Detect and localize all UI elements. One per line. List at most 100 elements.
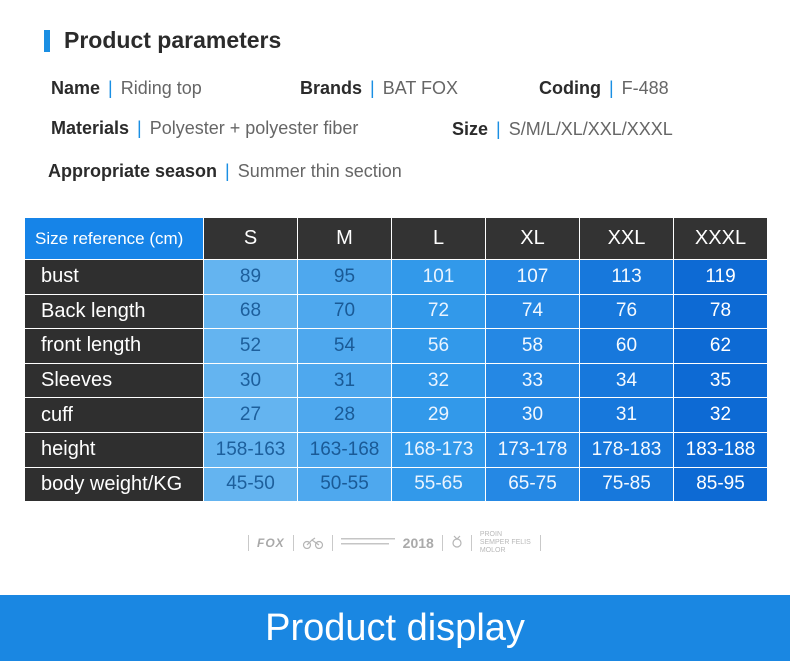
table-cell: 56	[392, 329, 486, 364]
separator: |	[225, 161, 230, 181]
table-cell: 168-173	[392, 432, 486, 468]
table-cell: 107	[486, 260, 580, 295]
divider	[441, 535, 443, 551]
table-cell: 85-95	[674, 467, 768, 503]
table-cell: 27	[204, 398, 298, 433]
table-row: front length 52 54 56 58 60 62	[25, 329, 768, 364]
table-cell: 62	[674, 329, 768, 364]
table-cell: 32	[392, 363, 486, 399]
table-cell: 60	[580, 329, 674, 364]
table-cell: 54	[298, 329, 392, 364]
divider	[539, 535, 541, 551]
param-brands-label: Brands	[300, 78, 363, 98]
table-row: Sleeves 30 31 32 33 34 35	[25, 363, 768, 399]
table-cell: 113	[580, 260, 674, 295]
param-coding: Coding | F-488	[539, 78, 669, 99]
row-label: height	[25, 432, 204, 468]
param-materials-value: Polyester + polyester fiber	[149, 118, 359, 138]
table-cell: 30	[486, 398, 580, 433]
table-cell: 163-168	[298, 432, 392, 468]
param-brands-value: BAT FOX	[382, 78, 459, 98]
table-cell: 30	[204, 363, 298, 399]
brand-small-text: PROIN SEMPER FELIS MOLOR	[479, 531, 531, 554]
table-row: bust 89 95 101 107 113 119	[25, 260, 768, 295]
param-name-label: Name	[51, 78, 101, 98]
brand-logo: FOX	[257, 536, 285, 550]
table-cell: 58	[486, 329, 580, 364]
product-display-banner: Product display	[0, 595, 790, 661]
row-label: body weight/KG	[25, 467, 204, 503]
cyclist-icon	[302, 535, 324, 551]
row-label: Sleeves	[25, 363, 204, 399]
table-cell: 31	[580, 398, 674, 433]
table-cell: 29	[392, 398, 486, 433]
table-cell: 89	[204, 260, 298, 295]
brand-strip: FOX 2018 PROIN SEMPER FELIS MOLOR	[240, 531, 549, 554]
param-season-label: Appropriate season	[48, 161, 218, 181]
table-cell: 95	[298, 260, 392, 295]
table-cell: 45-50	[204, 467, 298, 503]
separator: |	[608, 78, 614, 98]
medal-icon	[451, 535, 463, 551]
divider	[331, 535, 333, 551]
size-header: L	[392, 218, 486, 260]
brand-year: 2018	[402, 535, 434, 551]
table-cell: 35	[674, 363, 768, 399]
table-row: height 158-163 163-168 168-173 173-178 1…	[25, 432, 768, 468]
table-cell: 183-188	[674, 432, 768, 468]
table-corner-label: Size reference (cm)	[25, 218, 204, 260]
param-coding-value: F-488	[621, 78, 669, 98]
table-cell: 52	[204, 329, 298, 364]
table-row: Back length 68 70 72 74 76 78	[25, 294, 768, 330]
table-cell: 78	[674, 294, 768, 330]
page-title: Product parameters	[64, 27, 282, 53]
table-cell: 72	[392, 294, 486, 330]
param-season: Appropriate season | Summer thin section	[48, 161, 402, 182]
brand-strip-small-lines	[340, 537, 397, 550]
table-cell: 28	[298, 398, 392, 433]
table-cell: 65-75	[486, 467, 580, 503]
row-label: bust	[25, 260, 204, 295]
size-reference-table: Size reference (cm) S M L XL XXL XXXL bu…	[25, 218, 768, 503]
separator: |	[370, 78, 375, 98]
separator: |	[496, 119, 501, 139]
divider	[470, 535, 472, 551]
param-size-value: S/M/L/XL/XXL/XXXL	[508, 119, 673, 139]
param-season-value: Summer thin section	[237, 161, 402, 181]
param-materials: Materials | Polyester + polyester fiber	[51, 118, 358, 139]
table-row: body weight/KG 45-50 50-55 55-65 65-75 7…	[25, 467, 768, 503]
table-cell: 74	[486, 294, 580, 330]
row-label: front length	[25, 329, 204, 364]
size-header: S	[204, 218, 298, 260]
table-row: cuff 27 28 29 30 31 32	[25, 398, 768, 433]
divider	[292, 535, 294, 551]
accent-bar	[44, 29, 50, 52]
param-size-label: Size	[452, 119, 489, 139]
table-cell: 32	[674, 398, 768, 433]
row-label: cuff	[25, 398, 204, 433]
divider	[248, 535, 249, 551]
table-cell: 119	[674, 260, 768, 295]
table-cell: 76	[580, 294, 674, 330]
size-header: M	[298, 218, 392, 260]
table-cell: 70	[298, 294, 392, 330]
table-cell: 50-55	[298, 467, 392, 503]
size-header: XXXL	[674, 218, 768, 260]
separator: |	[137, 118, 142, 138]
product-display-title: Product display	[265, 606, 525, 649]
table-cell: 55-65	[392, 467, 486, 503]
size-header: XL	[486, 218, 580, 260]
param-brands: Brands | BAT FOX	[300, 78, 458, 99]
table-cell: 173-178	[486, 432, 580, 468]
param-name-value: Riding top	[120, 78, 202, 98]
size-header: XXL	[580, 218, 674, 260]
table-cell: 178-183	[580, 432, 674, 468]
section-header: Product parameters	[44, 27, 281, 54]
param-name: Name | Riding top	[51, 78, 202, 99]
table-cell: 31	[298, 363, 392, 399]
param-coding-label: Coding	[539, 78, 601, 98]
param-size: Size | S/M/L/XL/XXL/XXXL	[452, 119, 673, 140]
separator: |	[108, 78, 113, 98]
table-cell: 158-163	[204, 432, 298, 468]
table-cell: 101	[392, 260, 486, 295]
